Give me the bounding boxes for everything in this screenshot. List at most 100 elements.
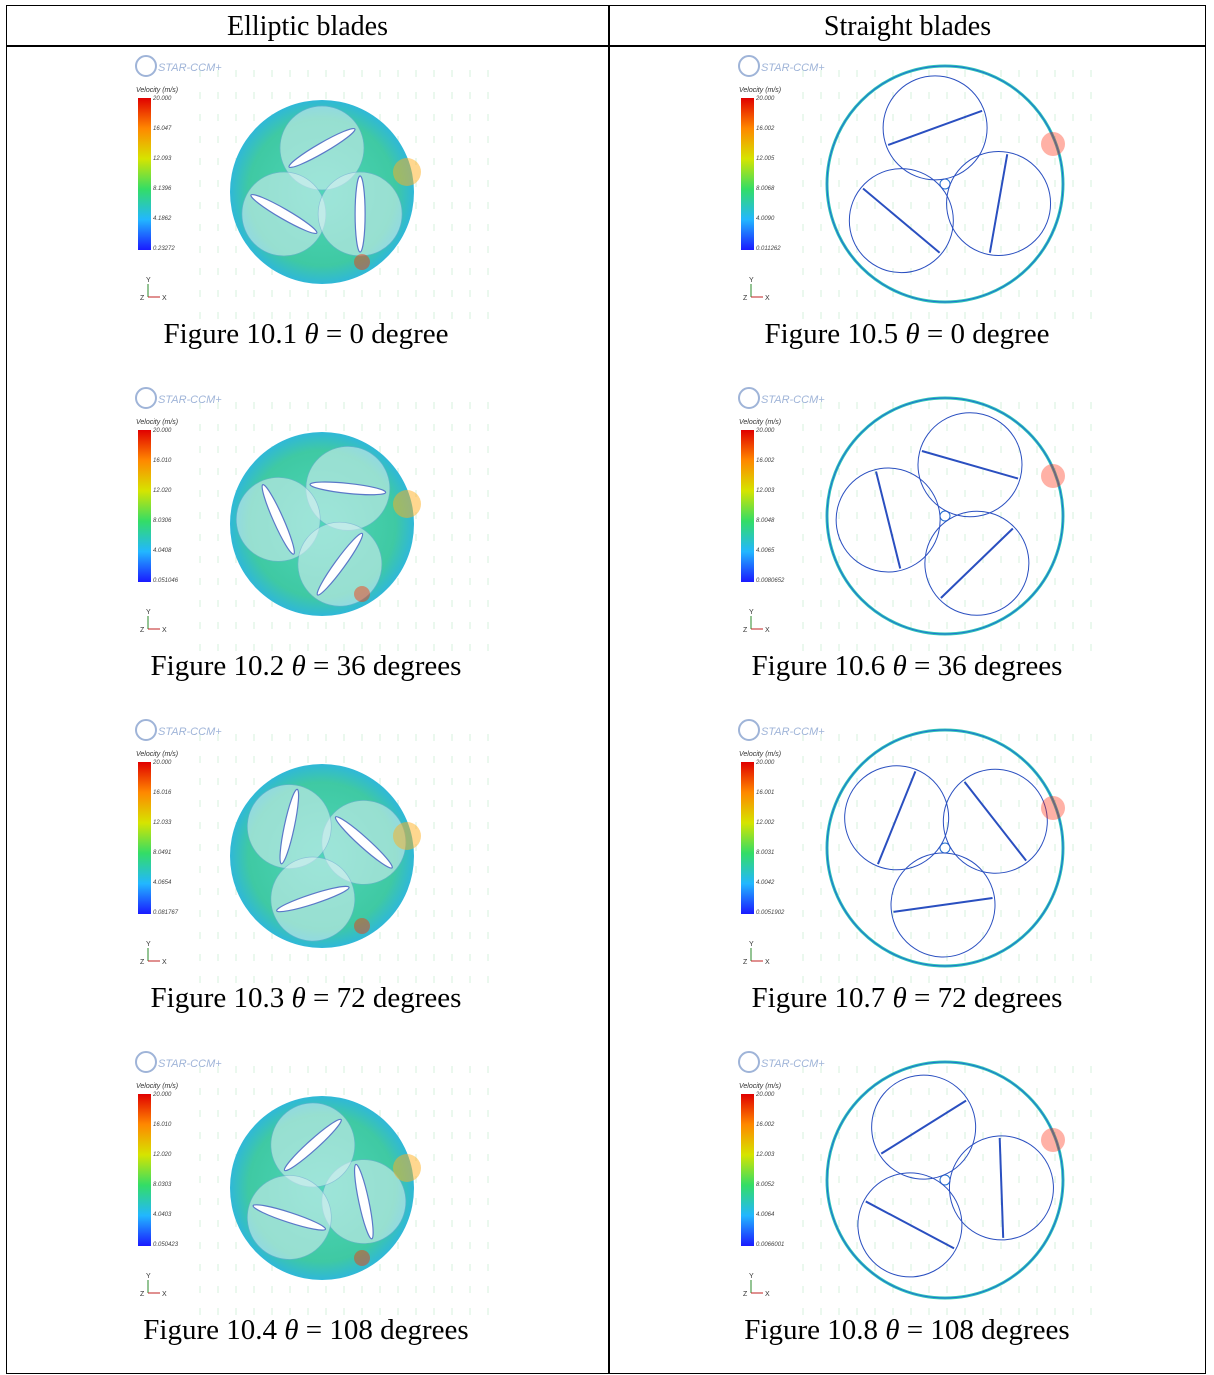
column-divider	[608, 6, 610, 1373]
colorbar-tick-label: 20.000	[152, 760, 172, 766]
caption-figure-number: Figure 10.5	[764, 318, 906, 350]
caption-figure-number: Figure 10.2	[150, 650, 292, 682]
colorbar-tick-label: 0.0066001	[756, 1242, 784, 1248]
svg-text:Y: Y	[146, 609, 151, 616]
svg-text:Y: Y	[146, 941, 151, 948]
colorbar-tick-label: 4.0408	[153, 548, 172, 554]
svg-text:Z: Z	[743, 295, 748, 302]
fig-10-2-caption: Figure 10.2 θ = 36 degrees	[6, 650, 606, 683]
colorbar-tick-label: 0.051046	[153, 578, 179, 584]
legend-title: Velocity (m/s)	[136, 419, 178, 426]
caption-angle: = 36 degrees	[914, 650, 1063, 682]
fig-10-4-caption: Figure 10.4 θ = 108 degrees	[6, 1314, 606, 1347]
colorbar	[741, 430, 754, 582]
colorbar-tick-label: 16.010	[153, 1122, 172, 1128]
rotor-circle	[835, 467, 941, 573]
fig-10-3-image: STAR-CCM+ Velocity (m/s) 20.000 16.016 12.03…	[130, 716, 492, 986]
header-divider	[7, 45, 1205, 47]
axis-triad: Y Z X	[140, 277, 167, 302]
svg-text:Z: Z	[140, 1291, 145, 1298]
straight-blade	[875, 471, 902, 569]
svg-text:STAR-CCM+: STAR-CCM+	[761, 62, 825, 74]
svg-text:Y: Y	[749, 609, 754, 616]
elliptic-blade	[334, 816, 393, 869]
caption-figure-number: Figure 10.6	[751, 650, 893, 682]
colorbar-tick-label: 12.003	[756, 488, 775, 494]
svg-text:Y: Y	[749, 277, 754, 284]
colorbar-tick-label: 8.0048	[756, 518, 775, 524]
elliptic-blade	[276, 885, 350, 913]
colorbar-tick-label: 20.000	[152, 1092, 172, 1098]
straight-blade	[988, 154, 1009, 253]
svg-text:X: X	[765, 627, 770, 634]
fig-10-1-caption: Figure 10.1 θ = 0 degree	[6, 318, 606, 351]
colorbar-tick-label: 0.011262	[756, 246, 781, 252]
straight-blade	[940, 527, 1014, 599]
svg-text:X: X	[162, 295, 167, 302]
star-ccm-logo: STAR-CCM+	[738, 387, 825, 409]
colorbar-tick-label: 4.0064	[756, 1212, 775, 1218]
fig-10-8-image: STAR-CCM+ Velocity (m/s) 20.000 16.002 12.00…	[733, 1048, 1095, 1318]
colorbar-tick-label: 20.000	[755, 96, 775, 102]
colorbar-tick-label: 20.000	[755, 1092, 775, 1098]
svg-text:Z: Z	[140, 959, 145, 966]
caption-angle: = 108 degrees	[305, 1314, 469, 1346]
rotor-circle	[848, 168, 954, 274]
colorbar	[741, 762, 754, 914]
caption-figure-number: Figure 10.3	[150, 982, 292, 1014]
star-ccm-logo: STAR-CCM+	[135, 387, 222, 409]
colorbar-tick-label: 8.0052	[756, 1182, 775, 1188]
colorbar-tick-label: 20.000	[152, 96, 172, 102]
caption-theta-symbol: θ	[284, 1314, 306, 1346]
svg-text:STAR-CCM+: STAR-CCM+	[761, 1058, 825, 1070]
legend-title: Velocity (m/s)	[136, 751, 178, 758]
svg-text:Z: Z	[743, 1291, 748, 1298]
colorbar-tick-label: 12.020	[153, 1152, 172, 1158]
svg-text:Z: Z	[743, 959, 748, 966]
colorbar	[138, 762, 151, 914]
caption-figure-number: Figure 10.4	[143, 1314, 285, 1346]
caption-theta-symbol: θ	[892, 650, 915, 682]
figure-table: Elliptic blades Straight blades	[6, 5, 1206, 1374]
fig-10-6-image: STAR-CCM+ Velocity (m/s) 20.000 16.002 12.00…	[733, 384, 1095, 654]
svg-text:STAR-CCM+: STAR-CCM+	[761, 726, 825, 738]
elliptic-blade	[309, 481, 387, 496]
caption-angle: = 0 degree	[926, 318, 1050, 350]
colorbar-tick-label: 0.050423	[153, 1242, 179, 1248]
svg-text:STAR-CCM+: STAR-CCM+	[158, 726, 222, 738]
colorbar-tick-label: 8.1396	[153, 186, 172, 192]
colorbar-tick-label: 20.000	[152, 428, 172, 434]
fig-10-2-image: STAR-CCM+ Velocity (m/s) 20.000 16.010 12.02…	[130, 384, 492, 654]
svg-text:X: X	[765, 1291, 770, 1298]
header-straight-blades: Straight blades	[823, 11, 992, 42]
svg-text:X: X	[765, 295, 770, 302]
fig-10-1-image: STAR-CCM+ Velocity (m/s) 20.000 16.047 12.09…	[130, 52, 492, 322]
elliptic-blade	[261, 484, 295, 555]
straight-blade	[963, 781, 1027, 862]
axis-triad: Y Z X	[743, 609, 770, 634]
elliptic-blade	[316, 532, 364, 596]
caption-theta-symbol: θ	[291, 982, 314, 1014]
svg-text:STAR-CCM+: STAR-CCM+	[158, 1058, 222, 1070]
svg-text:STAR-CCM+: STAR-CCM+	[158, 62, 222, 74]
elliptic-blade	[353, 1163, 374, 1240]
svg-text:X: X	[765, 959, 770, 966]
star-ccm-logo: STAR-CCM+	[738, 719, 825, 741]
rotor-circle	[857, 1172, 963, 1278]
legend-title: Velocity (m/s)	[739, 751, 781, 758]
colorbar-tick-label: 12.005	[756, 156, 775, 162]
elliptic-blade	[354, 175, 366, 253]
caption-angle: = 72 degrees	[914, 982, 1063, 1014]
svg-text:Y: Y	[146, 277, 151, 284]
rotor-circle	[882, 75, 988, 181]
svg-text:Z: Z	[140, 295, 145, 302]
legend-title: Velocity (m/s)	[136, 1083, 178, 1090]
fig-10-4-image: STAR-CCM+ Velocity (m/s) 20.000 16.010 12.02…	[130, 1048, 492, 1318]
vector-field	[802, 402, 1092, 651]
rotor-circle	[942, 768, 1048, 874]
caption-theta-symbol: θ	[885, 1314, 907, 1346]
straight-blade	[865, 1200, 955, 1250]
straight-blade	[921, 450, 1019, 480]
caption-angle: = 36 degrees	[313, 650, 462, 682]
legend-title: Velocity (m/s)	[739, 419, 781, 426]
